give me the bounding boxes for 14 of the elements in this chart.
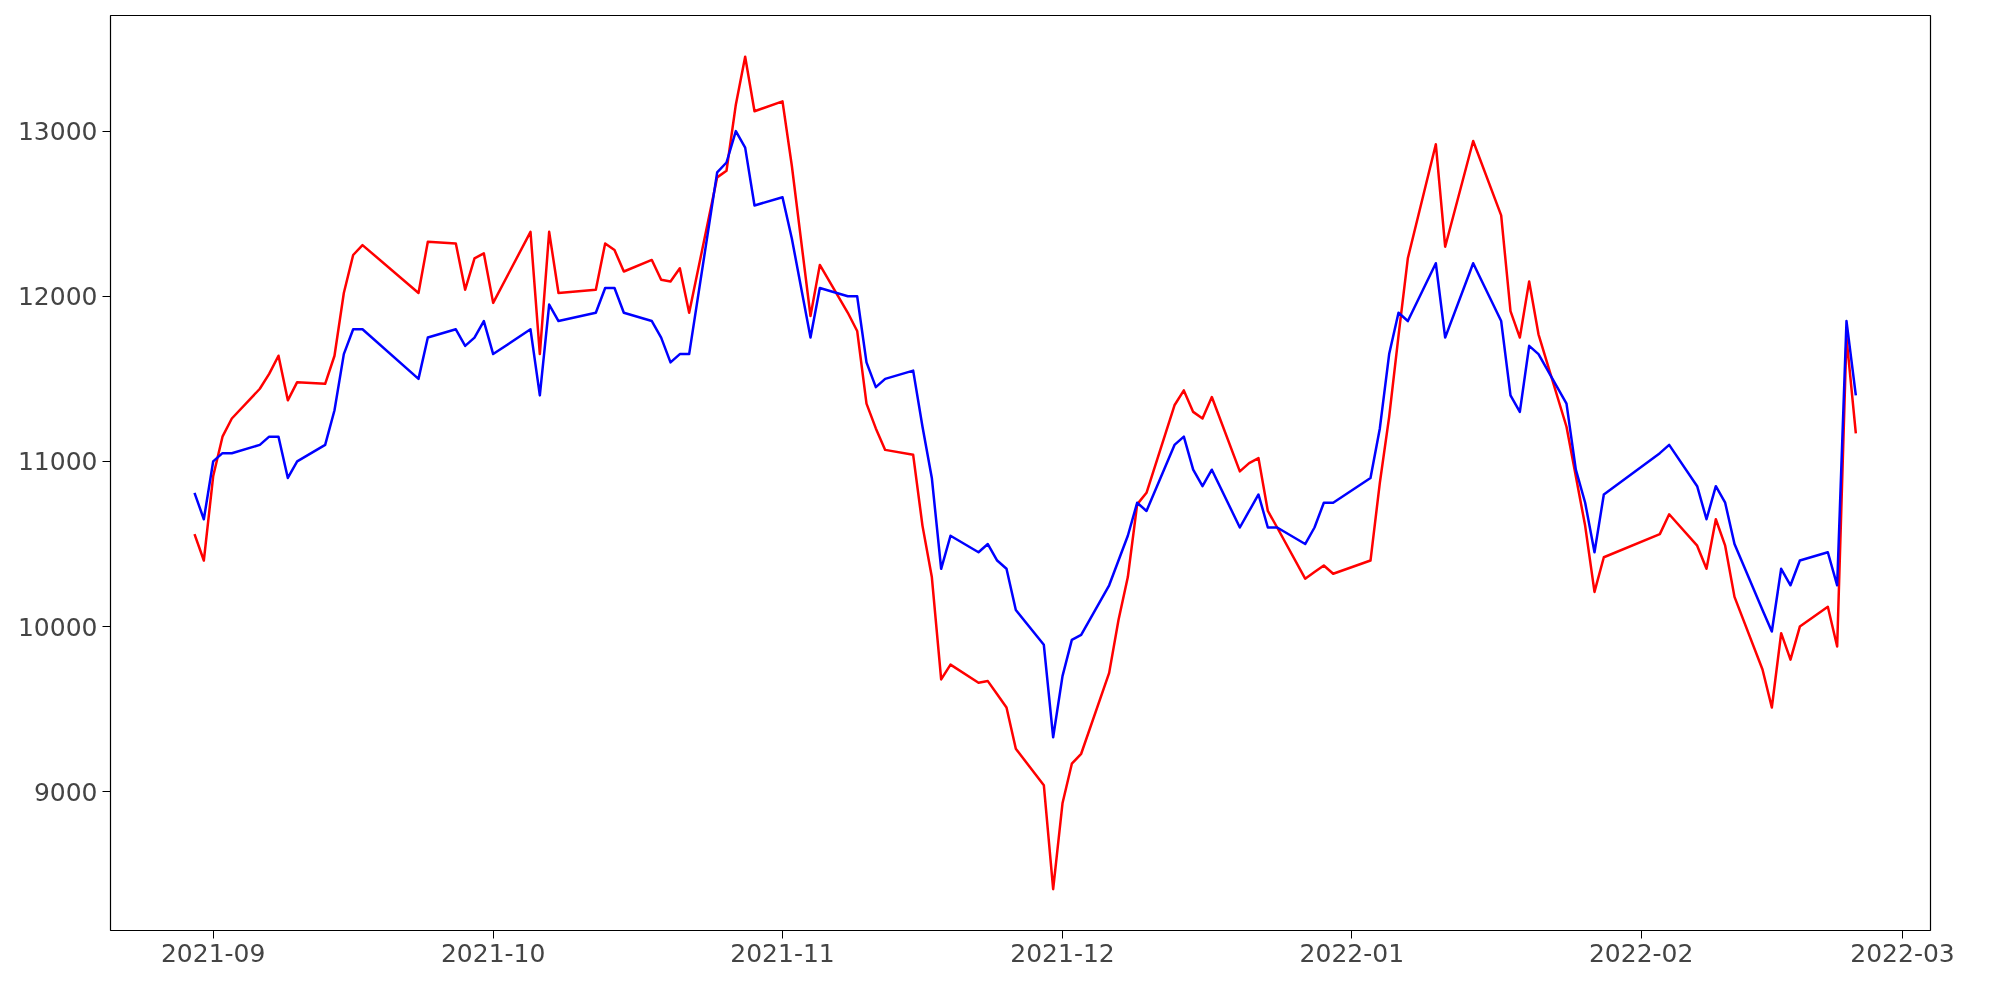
x-tick-label: 2021-09 <box>160 938 266 968</box>
line-series <box>193 55 1858 891</box>
line-series <box>193 129 1858 739</box>
y-tick-label: 9000 <box>33 777 98 807</box>
x-tick-label: 2022-01 <box>1299 938 1405 968</box>
y-tick-label: 10000 <box>17 612 98 642</box>
x-tick-label: 2022-02 <box>1588 938 1694 968</box>
y-tick-label: 13000 <box>17 117 98 147</box>
x-tick-label: 2021-11 <box>730 938 835 968</box>
x-tick-label: 2022-03 <box>1850 938 1955 968</box>
y-tick-label: 12000 <box>17 282 98 312</box>
y-tick-label: 11000 <box>17 447 98 477</box>
x-tick-label: 2021-12 <box>1010 938 1115 968</box>
x-tick-label: 2021-10 <box>440 938 546 968</box>
